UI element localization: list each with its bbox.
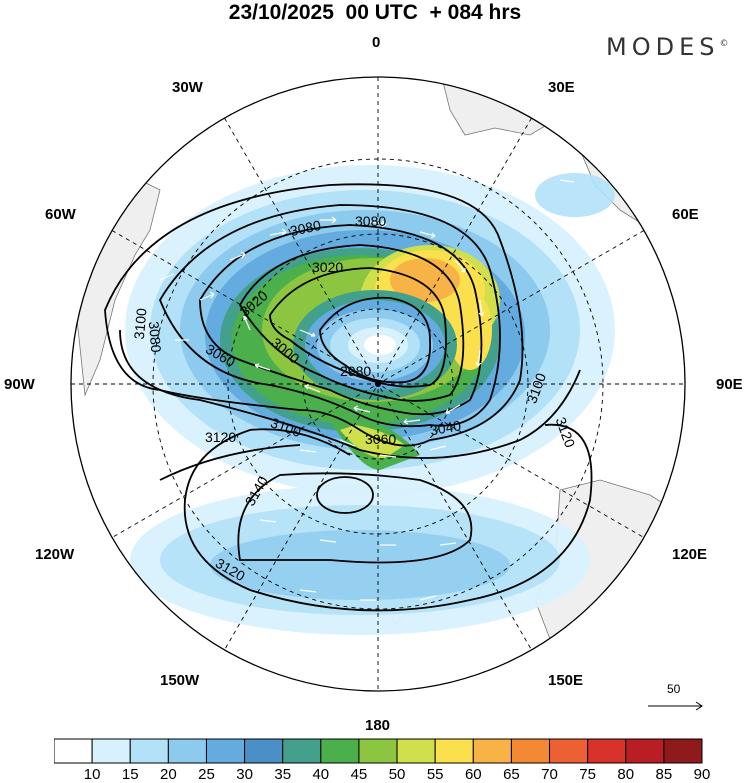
colorbar-tick-label: 80 bbox=[617, 766, 635, 783]
colorbar-swatch bbox=[358, 738, 398, 764]
colorbar-tick-label: 40 bbox=[312, 766, 330, 783]
colorbar-tick-label: 30 bbox=[236, 766, 253, 783]
colorbar-tick-label: 75 bbox=[579, 766, 596, 783]
colorbar-swatch bbox=[54, 738, 93, 764]
scale-vector-value: 50 bbox=[667, 682, 681, 696]
longitude-label-120w: 120W bbox=[35, 546, 75, 563]
height-contours bbox=[104, 183, 593, 612]
colorbar-tick-label: 20 bbox=[160, 766, 177, 783]
colorbar-swatch bbox=[282, 738, 322, 764]
colorbar bbox=[54, 738, 703, 764]
colorbar-swatch bbox=[510, 738, 551, 764]
colorbar-tick-label: 60 bbox=[464, 766, 482, 783]
colorbar-swatch bbox=[434, 738, 474, 764]
colorbar-tick-label: 25 bbox=[198, 766, 215, 783]
colorbar-swatch bbox=[549, 738, 589, 764]
colorbar-tick-label: 35 bbox=[274, 766, 292, 783]
colorbar-swatch bbox=[396, 738, 436, 764]
longitude-label-0: 0 bbox=[372, 34, 381, 51]
longitude-label-150w: 150W bbox=[160, 672, 200, 689]
brand-text: MODES bbox=[606, 33, 720, 61]
map-boundary bbox=[70, 76, 686, 692]
longitude-label-60w: 60W bbox=[45, 206, 76, 223]
colorbar-tick-label: 15 bbox=[121, 766, 139, 783]
colorbar-swatch bbox=[129, 738, 169, 764]
longitude-label-180: 180 bbox=[365, 717, 391, 734]
colorbar-tick-label: 45 bbox=[350, 766, 368, 783]
contour-label: 3080 bbox=[289, 217, 323, 239]
colorbar-swatch bbox=[625, 738, 665, 764]
colorbar-swatch bbox=[472, 738, 512, 764]
pole-marker bbox=[375, 381, 381, 387]
contour-label: 3120 bbox=[205, 429, 236, 445]
colorbar-swatch bbox=[205, 738, 246, 764]
contour-label: 3080 bbox=[146, 321, 165, 354]
colorbar-tick-label: 50 bbox=[388, 766, 406, 783]
colorbar-tick-label: 85 bbox=[655, 766, 673, 783]
scale-vector-arrow bbox=[648, 701, 703, 711]
colorbar-swatch bbox=[320, 738, 360, 764]
contour-label: 3040 bbox=[429, 417, 463, 438]
contour-label: 2980 bbox=[340, 363, 371, 379]
brand-mark: © bbox=[719, 39, 729, 49]
contour-label: 3100 bbox=[131, 307, 150, 340]
colorbar-tick-label: 70 bbox=[541, 766, 558, 783]
modes-logo: MODES© bbox=[606, 33, 728, 61]
longitude-label-60e: 60E bbox=[672, 206, 699, 223]
contour-label: 3080 bbox=[355, 213, 386, 229]
longitude-label-30w: 30W bbox=[172, 79, 203, 96]
forecast-title: 23/10/2025 00 UTC + 084 hrs bbox=[228, 1, 522, 24]
contour-label: 3020 bbox=[312, 259, 343, 275]
colorbar-swatch bbox=[244, 738, 284, 764]
colorbar-swatch bbox=[587, 738, 627, 764]
colorbar-swatch bbox=[91, 738, 131, 764]
longitude-label-120e: 120E bbox=[672, 546, 708, 563]
colorbar-tick-label: 65 bbox=[503, 766, 520, 783]
colorbar-swatch bbox=[167, 738, 207, 764]
wind-vectors bbox=[159, 179, 575, 601]
longitude-label-150e: 150E bbox=[548, 672, 584, 689]
longitude-label-90w: 90W bbox=[4, 376, 35, 393]
colorbar-tick-label: 10 bbox=[83, 766, 101, 783]
contour-label: 3060 bbox=[365, 431, 396, 447]
colorbar-tick-label: 90 bbox=[693, 766, 711, 783]
colorbar-swatch bbox=[663, 738, 703, 764]
longitude-label-90e: 90E bbox=[716, 376, 743, 393]
colorbar-tick-label: 55 bbox=[426, 766, 444, 783]
longitude-label-30e: 30E bbox=[548, 79, 575, 96]
